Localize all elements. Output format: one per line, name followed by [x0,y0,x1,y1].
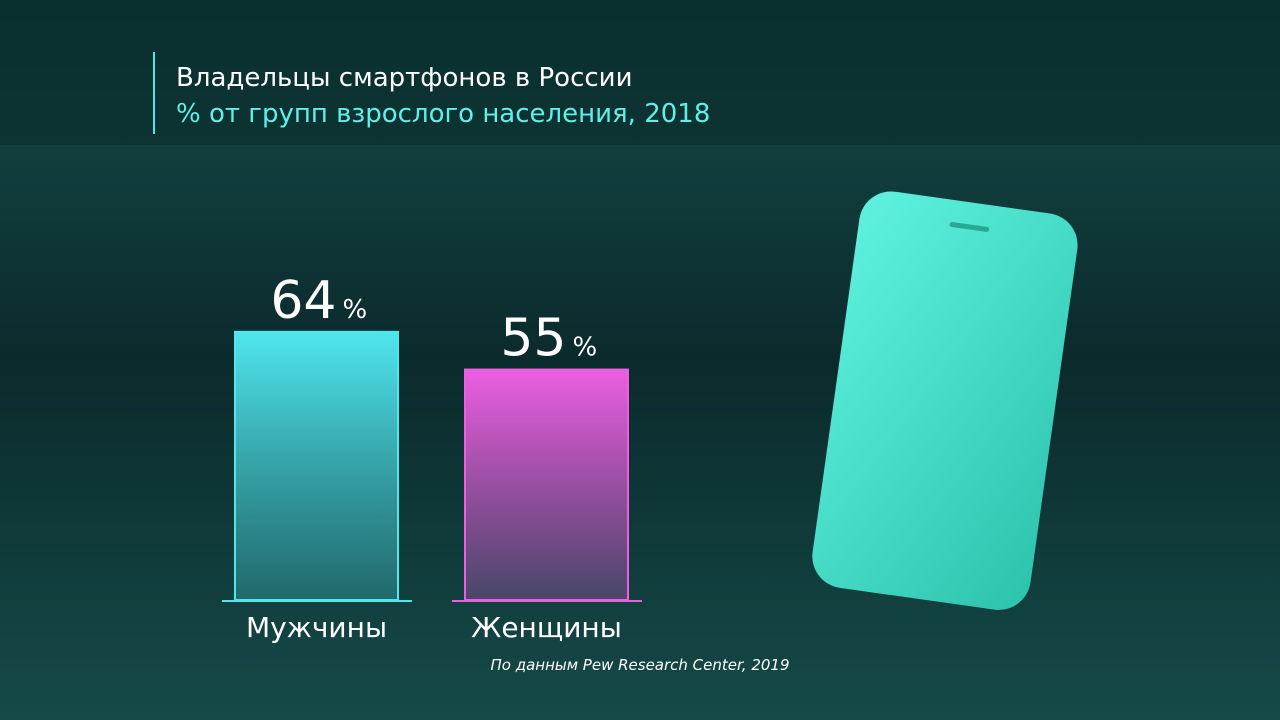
bar [234,330,399,601]
phone-illustration [812,191,1078,610]
x-tick-label: Женщины [471,611,622,644]
chart-subtitle: % от групп взрослого населения, 2018 [176,99,710,129]
x-tick-label: Мужчины [246,611,387,644]
value-unit: % [573,333,598,363]
chart-title: Владельцы смартфонов в России [176,63,632,93]
phone-speaker [949,221,990,232]
value-unit: % [343,295,368,325]
phone-body [812,191,1078,610]
value-label: 64 [270,271,336,331]
bar [464,368,629,601]
header-band [0,0,1280,145]
source: По данным Pew Research Center, 2019 [490,656,789,674]
value-label: 55 [500,309,566,369]
